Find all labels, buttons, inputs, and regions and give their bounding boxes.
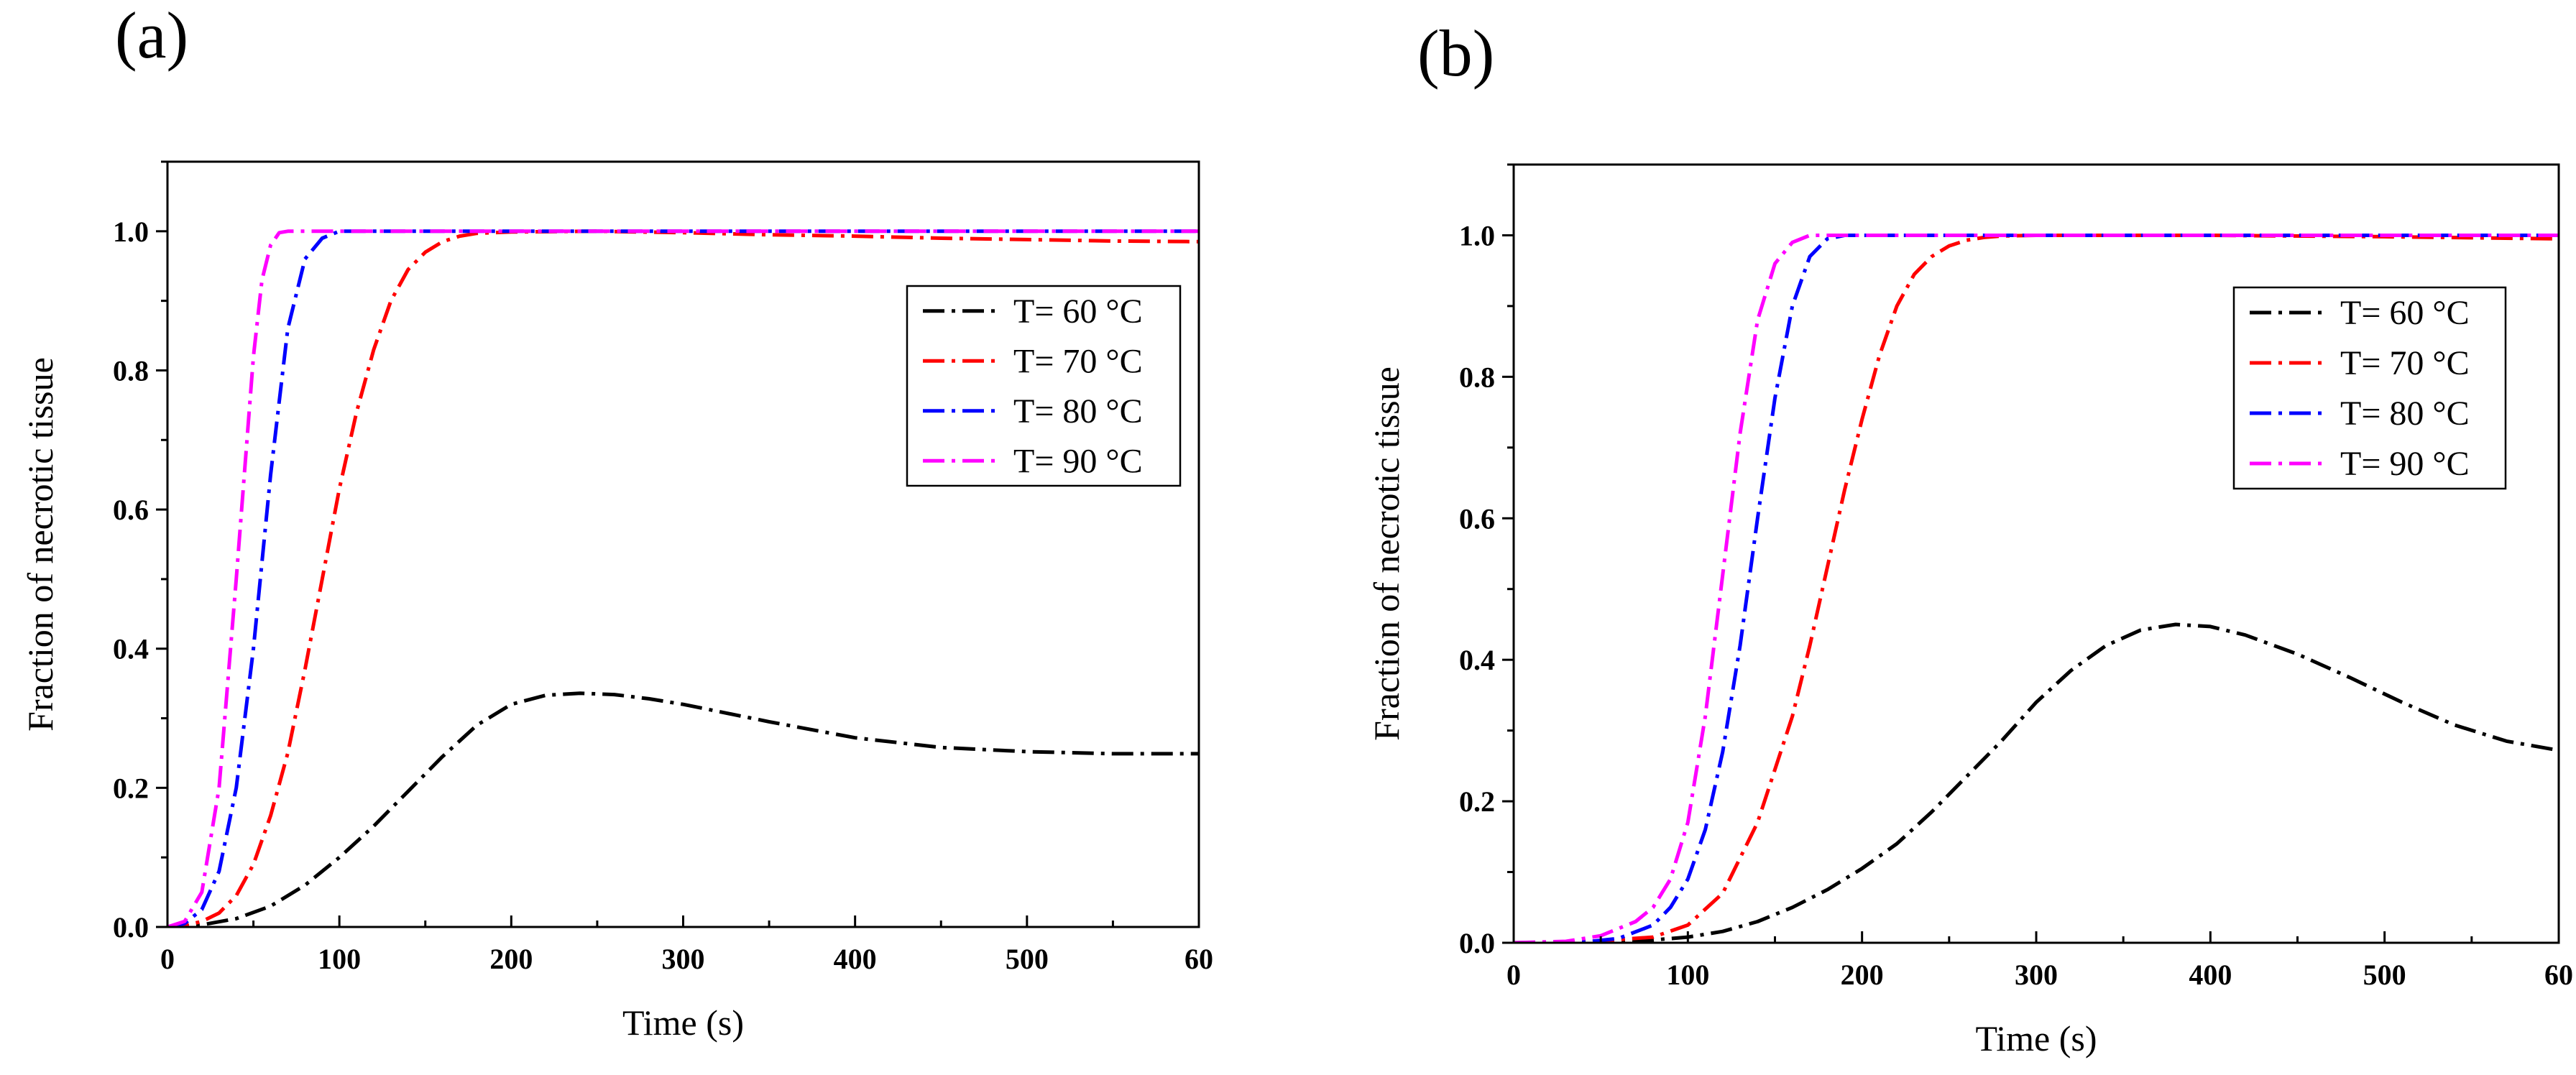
x-tick-label: 400 — [2189, 959, 2232, 991]
y-tick-label: 1.0 — [1459, 219, 1495, 252]
x-tick-label: 200 — [489, 943, 533, 975]
y-tick-label: 0.8 — [1459, 361, 1495, 393]
legend-entry-label: T= 70 °C — [1013, 342, 1143, 380]
legend: T= 60 °C T= 70 °C T= 80 °C T= 90 °C — [2232, 286, 2507, 490]
y-tick-label: 0.2 — [1459, 785, 1495, 818]
x-tick-label: 300 — [662, 943, 705, 975]
x-axis-label: Time (s) — [622, 1002, 744, 1043]
y-tick-label: 0.8 — [113, 354, 149, 387]
x-tick-label: 0 — [160, 943, 175, 975]
series-line-70c — [1514, 234, 2559, 943]
legend-entry-label: T= 60 °C — [2340, 294, 2470, 332]
legend-entry-label: T= 70 °C — [2340, 344, 2470, 382]
x-tick-label: 500 — [1006, 943, 1049, 975]
x-tick-label: 500 — [2363, 959, 2406, 991]
y-tick-label: 0.4 — [113, 633, 149, 665]
y-tick-label: 1.0 — [113, 216, 149, 248]
series-lines — [1514, 234, 2559, 943]
y-tick-label: 0.2 — [113, 772, 149, 804]
x-tick-label: 100 — [318, 943, 361, 975]
x-tick-label: 400 — [834, 943, 877, 975]
legend-entry-label: T= 80 °C — [1013, 392, 1143, 430]
plot-frame — [1512, 163, 2560, 944]
x-tick-label: 60 — [2544, 959, 2573, 991]
series-line-80c — [1514, 234, 2559, 943]
legend-box — [906, 285, 1182, 487]
panel-label: (a) — [115, 0, 188, 72]
legend-entry-label: T= 90 °C — [2340, 445, 2470, 483]
y-tick-label: 0.4 — [1459, 644, 1495, 676]
series-line-80c — [167, 229, 1199, 927]
y-tick-label: 0.6 — [113, 494, 149, 526]
y-tick-label: 0.6 — [1459, 502, 1495, 535]
series-lines — [167, 229, 1199, 927]
plot-frame — [166, 160, 1200, 928]
y-axis-label: Fraction of necrotic tissue — [1366, 366, 1407, 741]
legend-entry-label: T= 90 °C — [1013, 442, 1143, 480]
legend-box — [2232, 286, 2507, 490]
x-tick-label: 0 — [1506, 959, 1521, 991]
legend-entry-label: T= 80 °C — [2340, 395, 2470, 433]
x-tick-label: 100 — [1666, 959, 1709, 991]
chart-panel-b: (b) 0 100 200 300 400 500 60 0.0 0.2 0.4 0.6 0.8 1.0 T… — [1366, 17, 2573, 1058]
x-axis-label: Time (s) — [1975, 1018, 2097, 1058]
x-tick-label: 200 — [1841, 959, 1884, 991]
legend-entry-label: T= 60 °C — [1013, 292, 1143, 331]
series-line-60c — [167, 691, 1199, 927]
series-line-90c — [1514, 234, 2559, 943]
y-tick-label: 0.0 — [113, 911, 149, 943]
chart-panel-a: (a) 0 100 200 300 400 500 60 0.0 0.2 0.4 0.6 0.8 1.0 T… — [20, 0, 1213, 1043]
y-axis-label: Fraction of necrotic tissue — [20, 357, 60, 732]
series-line-70c — [167, 229, 1199, 927]
series-line-60c — [1514, 622, 2559, 943]
x-tick-label: 300 — [2015, 959, 2058, 991]
panel-label: (b) — [1417, 17, 1494, 90]
x-tick-label: 60 — [1184, 943, 1213, 975]
y-tick-label: 0.0 — [1459, 927, 1495, 959]
legend: T= 60 °C T= 70 °C T= 80 °C T= 90 °C — [906, 285, 1182, 487]
